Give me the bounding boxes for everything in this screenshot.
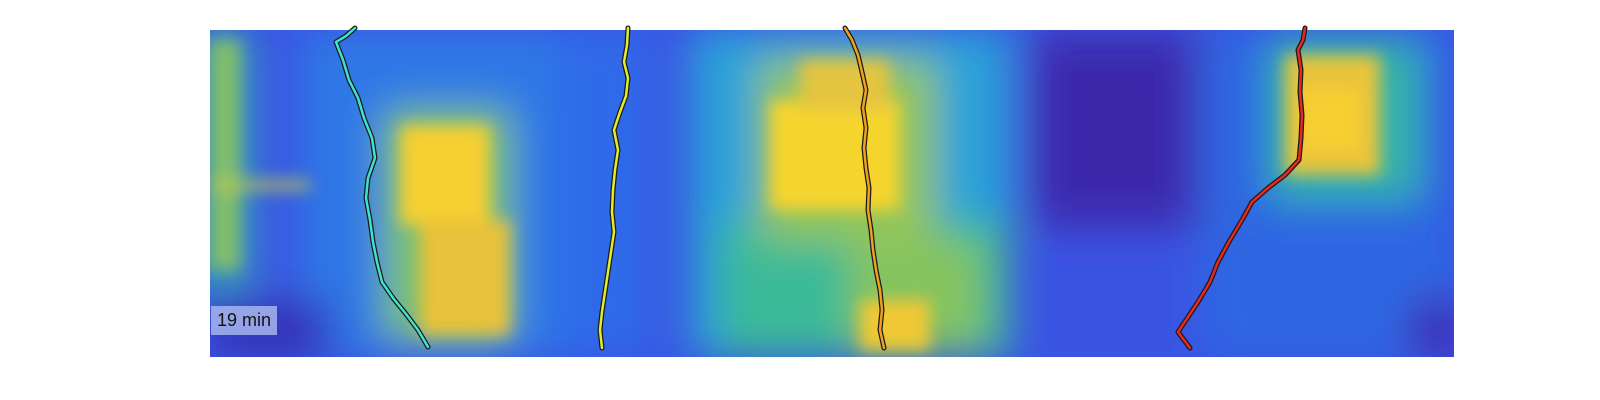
yellow-track-line xyxy=(598,26,630,350)
red-track xyxy=(1175,25,1308,351)
tracks xyxy=(333,25,1308,351)
time-label: 19 min xyxy=(211,306,278,335)
cyan-track-line xyxy=(334,26,430,349)
red-track-line xyxy=(1176,26,1307,350)
heatmap xyxy=(210,30,1454,357)
cyan-track xyxy=(333,25,431,350)
orange-track-line xyxy=(843,26,886,350)
yellow-track xyxy=(597,25,631,351)
orange-track xyxy=(842,25,887,351)
